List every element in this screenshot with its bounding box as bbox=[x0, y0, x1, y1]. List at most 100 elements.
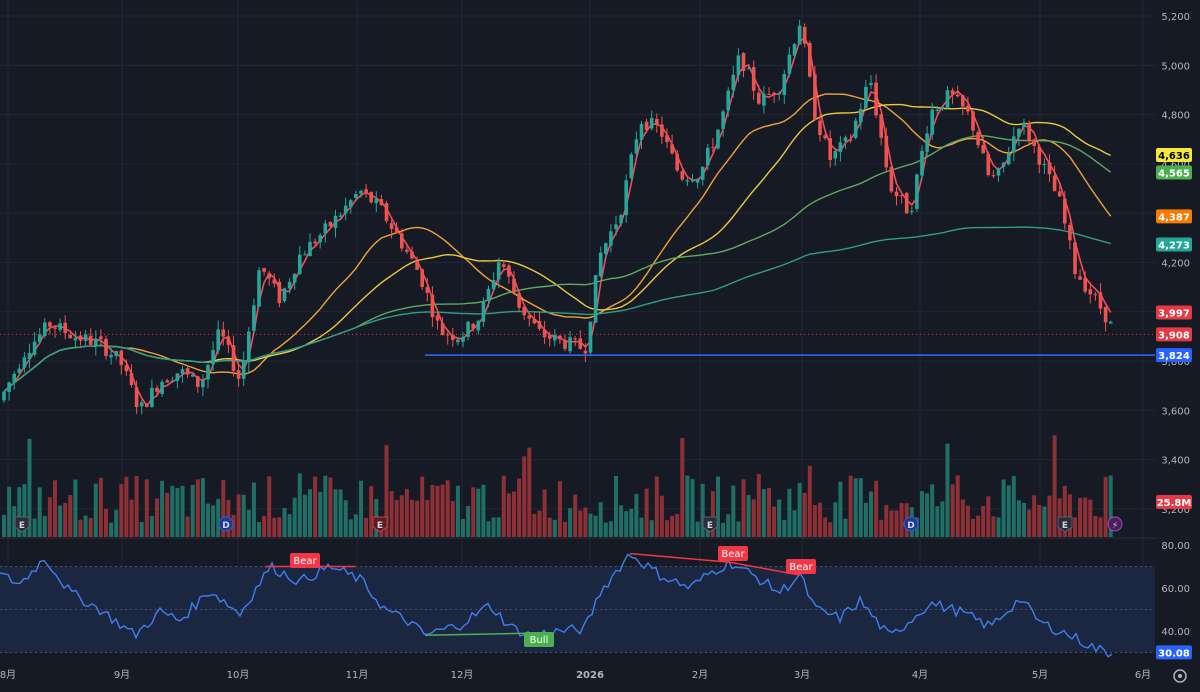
candle-body bbox=[359, 190, 363, 194]
volume-bar bbox=[185, 516, 190, 537]
volume-bar bbox=[216, 498, 221, 537]
candle-body bbox=[813, 74, 817, 121]
settings-button[interactable] bbox=[1173, 669, 1187, 683]
event-marker-dividend[interactable]: D bbox=[903, 516, 919, 532]
candle-body bbox=[971, 111, 975, 131]
candle-body bbox=[343, 205, 348, 214]
price-label-text: 3,908 bbox=[1158, 330, 1190, 341]
volume-bar bbox=[899, 503, 904, 537]
candle-body bbox=[236, 370, 241, 379]
volume-bar bbox=[777, 499, 782, 537]
candle-body bbox=[1073, 242, 1077, 274]
price-tick-label: 5,000 bbox=[1161, 61, 1190, 72]
candle-body bbox=[1063, 198, 1067, 224]
event-markers[interactable]: E D E E D E ⚡ bbox=[14, 516, 1123, 533]
volume-bar bbox=[155, 498, 159, 537]
candle-body bbox=[491, 280, 496, 290]
event-marker-earnings[interactable]: E bbox=[14, 516, 30, 533]
rsi-tick-label: 60.00 bbox=[1161, 584, 1190, 595]
candle-body bbox=[853, 120, 858, 138]
candle-body bbox=[757, 92, 761, 104]
event-marker-earnings[interactable]: E bbox=[1057, 516, 1073, 533]
volume-bar bbox=[165, 492, 170, 537]
marker-text: E bbox=[377, 521, 383, 531]
volume-bar bbox=[619, 505, 624, 537]
price-label-box bbox=[1156, 327, 1192, 342]
candle-body bbox=[481, 301, 486, 322]
divergence-label-box bbox=[718, 546, 748, 561]
volume-bar bbox=[318, 491, 323, 537]
volume-bar bbox=[843, 518, 848, 537]
candle-body bbox=[58, 323, 62, 331]
marker-text: D bbox=[222, 521, 229, 531]
candle-body bbox=[996, 168, 1001, 176]
candle-body bbox=[129, 373, 134, 386]
volume-bar bbox=[557, 481, 562, 537]
gear-icon[interactable] bbox=[1173, 669, 1187, 683]
volume-bar bbox=[277, 517, 282, 537]
candle-body bbox=[976, 132, 980, 146]
event-marker-earnings[interactable]: E bbox=[702, 516, 718, 533]
volume-bar bbox=[812, 505, 817, 537]
volume-bar bbox=[348, 519, 353, 537]
candle-body bbox=[461, 336, 465, 342]
candle-body bbox=[231, 345, 236, 371]
candle-body bbox=[614, 224, 618, 230]
volume-bar bbox=[925, 493, 930, 537]
volume-bar bbox=[149, 516, 154, 537]
volume-bar bbox=[425, 499, 430, 537]
candle-body bbox=[522, 306, 526, 316]
volume-bar bbox=[603, 522, 608, 537]
volume-bar bbox=[690, 479, 695, 537]
volume-bar bbox=[879, 519, 884, 537]
candle-body bbox=[221, 329, 226, 337]
volume-bar bbox=[267, 476, 272, 537]
time-tick-label: 11月 bbox=[346, 669, 369, 681]
volume-bar bbox=[450, 501, 455, 537]
candle-body bbox=[690, 180, 695, 182]
event-marker-dividend[interactable]: D bbox=[218, 516, 234, 532]
volume-bar bbox=[37, 487, 42, 537]
candle-body bbox=[593, 275, 598, 323]
volume-bar bbox=[211, 505, 216, 537]
volume-bar bbox=[1032, 495, 1037, 537]
candle-body bbox=[695, 179, 700, 183]
candle-body bbox=[104, 338, 108, 356]
marker-text: E bbox=[707, 521, 713, 531]
candle-body bbox=[537, 321, 542, 329]
time-axis: 8月 9月 10月 11月 12月 2026 2月 3月 4月 5月 6月 bbox=[0, 669, 1151, 681]
candle-body bbox=[864, 86, 868, 108]
time-tick-label: 4月 bbox=[912, 669, 928, 681]
volume-bar bbox=[1062, 485, 1067, 537]
volume-bar bbox=[863, 502, 868, 537]
time-tick-label: 6月 bbox=[1135, 669, 1151, 681]
event-marker-flash[interactable]: ⚡ bbox=[1107, 516, 1123, 532]
price-label-text: 4,273 bbox=[1158, 240, 1190, 251]
candle-body bbox=[762, 93, 766, 106]
volume-bar bbox=[114, 509, 119, 537]
volume-bar bbox=[746, 495, 751, 537]
volume-bar bbox=[104, 508, 108, 537]
volume-bar bbox=[542, 489, 547, 537]
candle-body bbox=[456, 339, 460, 343]
volume-bar bbox=[27, 438, 32, 537]
candle-body bbox=[782, 74, 787, 95]
candle-body bbox=[364, 189, 368, 193]
volume-bar bbox=[787, 488, 792, 537]
candle-body bbox=[558, 335, 562, 340]
candle-body bbox=[32, 341, 37, 355]
candle-body bbox=[573, 338, 577, 340]
time-tick-label: 3月 bbox=[794, 669, 810, 681]
volume-bar bbox=[527, 447, 532, 537]
candle-body bbox=[700, 166, 705, 180]
price-tick-label: 3,200 bbox=[1161, 505, 1190, 516]
event-marker-earnings-red[interactable]: E bbox=[372, 516, 388, 533]
candle-body bbox=[981, 145, 985, 154]
divergence-label: Bull bbox=[530, 635, 549, 646]
candle-body bbox=[915, 174, 919, 209]
volume-bar bbox=[700, 483, 705, 537]
candle-body bbox=[196, 376, 200, 387]
candle-body bbox=[267, 273, 271, 279]
